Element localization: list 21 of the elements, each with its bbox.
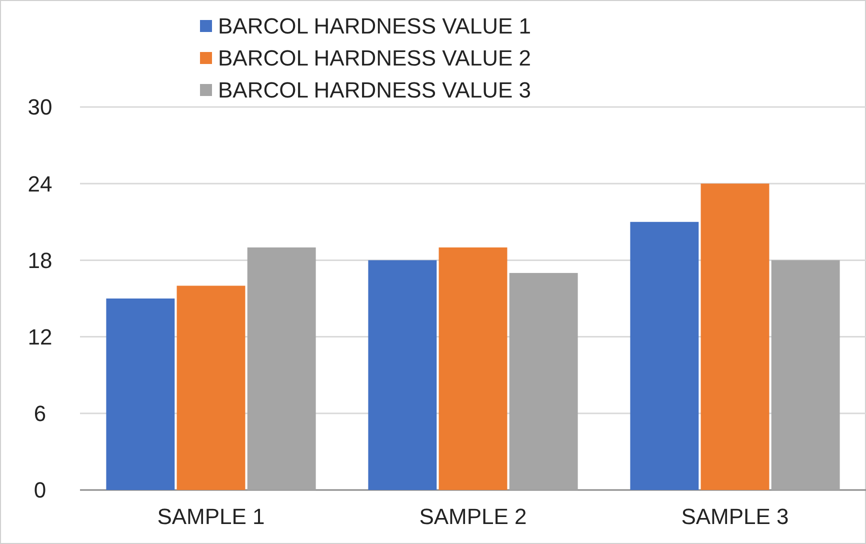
bar xyxy=(630,222,699,490)
y-tick-label: 30 xyxy=(28,94,52,120)
y-tick-label: 18 xyxy=(28,248,52,273)
bar xyxy=(438,247,508,490)
x-tick-label: SAMPLE 2 xyxy=(419,504,527,529)
legend-label: BARCOL HARDNESS VALUE 2 xyxy=(218,46,531,71)
x-tick-label: SAMPLE 3 xyxy=(681,504,789,529)
bar xyxy=(176,286,246,490)
y-tick-label: 24 xyxy=(28,171,52,196)
bar xyxy=(700,184,770,490)
y-tick-label: 6 xyxy=(34,401,46,426)
y-tick-label: 12 xyxy=(28,324,52,350)
y-tick-label: 0 xyxy=(34,478,46,503)
bar xyxy=(247,247,316,490)
legend-label: BARCOL HARDNESS VALUE 1 xyxy=(218,14,531,39)
bar xyxy=(509,272,578,490)
bar xyxy=(106,298,175,490)
x-tick-label: SAMPLE 1 xyxy=(157,504,265,529)
bar xyxy=(368,260,437,490)
bar xyxy=(771,260,840,490)
legend-label: BARCOL HARDNESS VALUE 3 xyxy=(218,78,531,103)
